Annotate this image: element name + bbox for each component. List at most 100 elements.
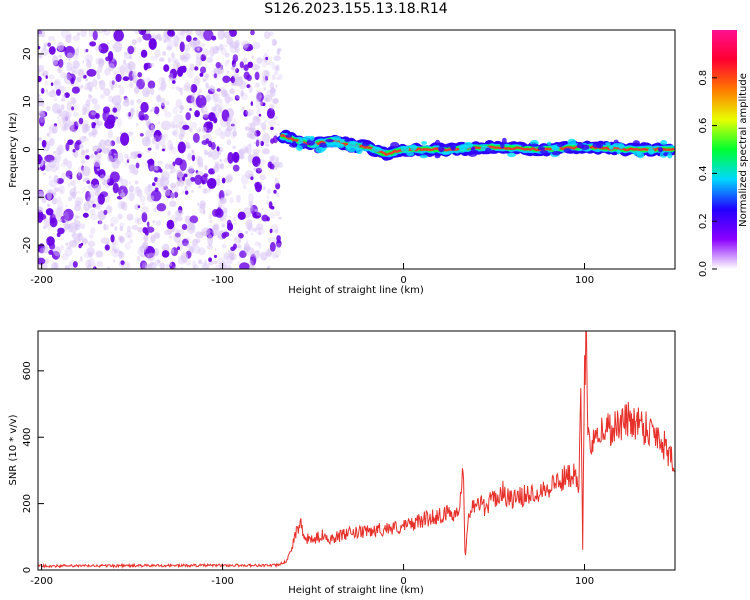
- noise-point: [92, 145, 101, 153]
- noise-point: [211, 224, 219, 236]
- noise-point: [49, 159, 57, 168]
- noise-point: [72, 60, 80, 69]
- noise-point: [122, 99, 130, 107]
- noise-point: [219, 261, 228, 267]
- noise-point: [98, 168, 106, 179]
- noise-point: [189, 215, 199, 224]
- noise-point: [222, 224, 226, 228]
- noise-point: [40, 72, 44, 76]
- noise-point: [269, 241, 276, 252]
- noise-point: [69, 179, 77, 186]
- noise-point: [103, 174, 111, 183]
- noise-point: [137, 189, 143, 198]
- noise-point: [166, 100, 170, 106]
- noise-point: [248, 200, 254, 207]
- noise-point: [194, 66, 199, 71]
- noise-point: [274, 229, 279, 234]
- noise-point: [193, 264, 199, 269]
- snr-y-axis-label: SNR (10 * v/v): [8, 414, 19, 485]
- noise-point: [242, 184, 247, 189]
- noise-point: [135, 162, 140, 169]
- noise-point: [117, 84, 122, 88]
- noise-point: [245, 219, 253, 230]
- noise-point: [39, 88, 42, 92]
- noise-point: [126, 159, 130, 164]
- noise-point: [99, 174, 105, 181]
- noise-point: [92, 266, 97, 269]
- noise-point: [133, 30, 141, 35]
- noise-point: [208, 187, 212, 192]
- noise-point: [81, 159, 86, 165]
- noise-point: [113, 248, 119, 254]
- noise-point: [101, 147, 110, 154]
- noise-point: [200, 43, 206, 47]
- noise-point: [215, 178, 221, 186]
- noise-point: [151, 136, 157, 145]
- signal-blob: [501, 137, 507, 145]
- noise-point: [158, 57, 165, 62]
- noise-point: [47, 35, 56, 42]
- noise-point: [249, 142, 252, 148]
- signal-blob: [296, 145, 303, 151]
- noise-point: [262, 148, 270, 155]
- noise-point: [72, 232, 79, 240]
- noise-point: [53, 78, 62, 90]
- noise-point: [58, 185, 65, 195]
- signal-blob: [306, 139, 315, 146]
- noise-point: [172, 128, 179, 137]
- noise-point: [103, 224, 109, 231]
- noise-point: [154, 151, 158, 154]
- noise-point: [63, 158, 69, 165]
- noise-point: [213, 223, 220, 231]
- noise-point: [250, 176, 254, 181]
- noise-point: [141, 202, 146, 207]
- noise-point: [142, 242, 148, 250]
- noise-point: [136, 78, 145, 90]
- noise-point: [126, 225, 131, 233]
- noise-point: [208, 140, 213, 148]
- noise-point: [203, 173, 209, 178]
- noise-point: [154, 259, 162, 267]
- noise-point: [174, 217, 178, 225]
- noise-point: [180, 30, 186, 36]
- noise-point: [240, 174, 249, 185]
- noise-point: [107, 129, 114, 139]
- snr-x-axis-label: Height of straight line (km): [288, 585, 424, 596]
- spectrogram-x-tick-label: 100: [575, 275, 594, 286]
- noise-point: [72, 111, 80, 117]
- noise-point: [87, 240, 96, 248]
- noise-point: [66, 52, 73, 59]
- noise-point: [90, 227, 96, 235]
- noise-point: [96, 73, 101, 80]
- noise-point: [62, 93, 66, 99]
- noise-point: [163, 30, 168, 34]
- noise-point: [267, 62, 270, 66]
- noise-point: [46, 189, 53, 201]
- noise-point: [274, 179, 280, 185]
- noise-point: [153, 232, 161, 239]
- noise-point: [160, 170, 170, 181]
- signal-blob: [361, 141, 370, 147]
- noise-point: [130, 150, 139, 157]
- noise-point: [42, 225, 47, 229]
- noise-point: [92, 133, 96, 136]
- noise-point: [64, 246, 73, 257]
- signal-blob: [298, 138, 304, 145]
- noise-point: [213, 232, 219, 237]
- noise-point: [137, 226, 144, 233]
- noise-point: [252, 115, 260, 126]
- noise-point: [251, 232, 254, 236]
- noise-point: [156, 177, 165, 188]
- noise-point: [263, 257, 266, 261]
- noise-point: [100, 191, 109, 198]
- noise-point: [235, 95, 241, 100]
- noise-point: [133, 153, 138, 159]
- noise-point: [38, 193, 45, 201]
- signal-blob: [616, 149, 621, 155]
- noise-point: [52, 54, 59, 66]
- noise-point: [146, 221, 150, 227]
- noise-point: [103, 209, 108, 216]
- noise-point: [82, 107, 88, 113]
- noise-point: [171, 86, 174, 89]
- noise-point: [42, 46, 47, 51]
